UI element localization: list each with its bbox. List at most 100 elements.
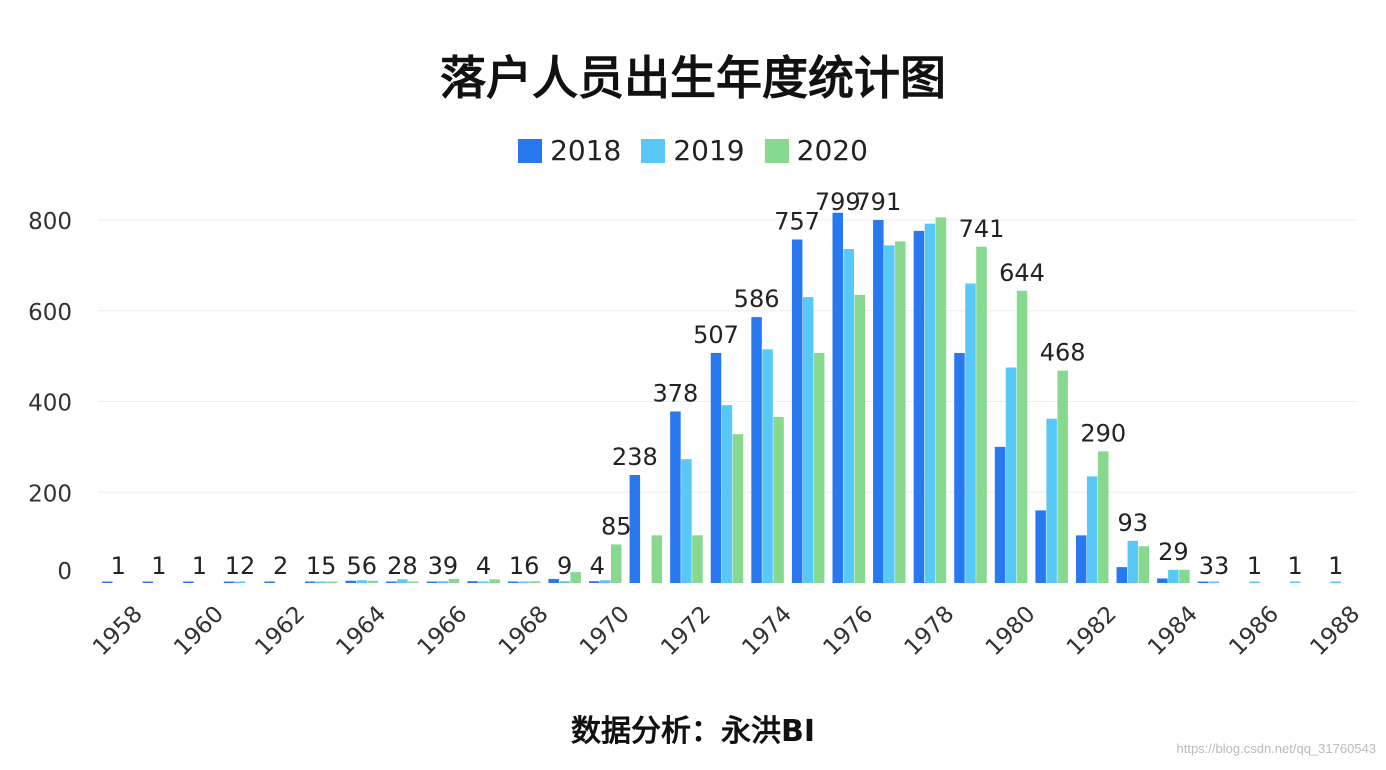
data-label: 757 (774, 208, 820, 236)
data-label: 468 (1040, 339, 1086, 367)
bar-2018-1982 (1075, 535, 1087, 583)
bars (102, 212, 1341, 584)
x-axis: 1958 1960 1962 1964 1966 1968 1970 1972 1974 1976… (88, 601, 1365, 661)
bar-2019-1963 (315, 581, 327, 583)
bar-2020-1983 (1138, 546, 1150, 583)
x-tick-label: 1968 (494, 601, 554, 661)
bar-2018-1984 (1157, 578, 1168, 583)
bar-2019-1969 (559, 581, 570, 583)
data-label: 33 (1199, 552, 1230, 580)
bar-2019-1974 (762, 349, 773, 583)
data-label: 1 (1247, 552, 1262, 580)
data-label: 1 (1328, 552, 1343, 580)
bar-2020-1967 (489, 579, 500, 583)
data-label: 12 (225, 552, 256, 580)
legend-item-2020[interactable]: 2020 (764, 134, 868, 167)
bar-2020-1973 (732, 434, 744, 583)
data-label: 39 (428, 552, 459, 580)
data-label: 56 (346, 552, 377, 580)
x-tick-label: 1984 (1143, 601, 1203, 661)
data-label: 586 (734, 285, 780, 313)
watermark: https://blog.csdn.net/qq_31760543 (1176, 741, 1377, 756)
bar-2018-1959 (142, 581, 154, 583)
data-label: 1 (1287, 552, 1302, 580)
data-label: 4 (590, 552, 605, 580)
legend-item-2018[interactable]: 2018 (518, 134, 621, 167)
x-tick-label: 1974 (737, 601, 797, 661)
data-label: 644 (999, 259, 1045, 287)
bar-2019-1986 (1249, 581, 1260, 583)
data-label: 1 (111, 552, 126, 580)
data-label: 1 (151, 552, 166, 580)
footer-caption: 数据分析：永洪BI (570, 714, 816, 749)
data-label: 2 (273, 552, 288, 580)
bar-2020-1969 (570, 572, 581, 583)
bar-2018-1965 (386, 581, 397, 583)
data-label: 799 (815, 188, 861, 216)
bar-2020-1984 (1179, 569, 1190, 583)
legend-label-2018: 2018 (550, 134, 622, 167)
data-label: 1 (192, 552, 207, 580)
data-label: 29 (1158, 538, 1189, 566)
bar-2020-1980 (1016, 290, 1028, 583)
y-tick-label: 600 (28, 300, 72, 326)
bar-2020-1974 (773, 416, 784, 583)
bar-2018-1958 (102, 581, 113, 583)
bar-2020-1977 (895, 241, 906, 583)
bar-2018-1972 (670, 411, 681, 583)
bar-2019-1977 (884, 245, 895, 583)
bar-2020-1982 (1097, 451, 1109, 583)
y-axis: 0 200 400 600 800 (28, 209, 72, 585)
x-tick-label: 1982 (1062, 601, 1122, 661)
data-label: 15 (306, 552, 337, 580)
bar-2019-1979 (965, 283, 976, 583)
bar-2018-1976 (832, 212, 843, 584)
x-tick-label: 1966 (413, 601, 473, 661)
bar-2019-1965 (397, 579, 408, 583)
bar-2018-1977 (873, 220, 884, 583)
x-tick-label: 1972 (656, 601, 716, 661)
y-tick-label: 0 (57, 559, 72, 585)
x-tick-label: 1970 (575, 601, 635, 661)
bar-2018-1962 (264, 581, 275, 583)
bar-2020-1970 (611, 544, 622, 583)
bar-2020-1966 (448, 578, 460, 583)
legend-label-2019: 2019 (673, 134, 745, 167)
bar-2019-1966 (437, 581, 449, 583)
data-label: 28 (387, 552, 418, 580)
data-label: 4 (476, 552, 491, 580)
bar-2020-1972 (692, 535, 703, 583)
bar-2020-1963 (326, 581, 338, 583)
bar-2018-1978 (913, 230, 925, 583)
bar-2018-1974 (751, 317, 762, 583)
bar-2018-1985 (1197, 581, 1209, 583)
data-label: 791 (855, 188, 901, 216)
bar-2019-1973 (721, 405, 733, 583)
x-tick-label: 1976 (819, 601, 879, 661)
bar-2018-1973 (710, 352, 722, 583)
data-label: 9 (557, 552, 572, 580)
bar-2018-1960 (183, 581, 194, 583)
bar-2018-1979 (954, 352, 965, 583)
bar-2019-1981 (1046, 418, 1057, 583)
bar-2019-1980 (1005, 367, 1017, 583)
data-label: 238 (612, 443, 658, 471)
x-tick-label: 1964 (332, 601, 392, 661)
data-label: 85 (601, 512, 632, 540)
y-tick-label: 400 (28, 391, 72, 417)
legend-item-2019[interactable]: 2019 (641, 134, 745, 167)
bar-2018-1961 (223, 581, 235, 583)
bar-2020-1978 (935, 217, 947, 583)
x-tick-label: 1986 (1224, 601, 1284, 661)
legend-swatch-2020 (764, 138, 789, 163)
bar-2018-1981 (1035, 510, 1046, 583)
bar-2018-1975 (791, 239, 803, 583)
bar-2018-1970 (589, 581, 600, 583)
x-tick-label: 1962 (250, 601, 310, 661)
legend-label-2020: 2020 (796, 134, 868, 167)
bar-2019-1970 (600, 580, 611, 583)
x-tick-label: 1988 (1305, 601, 1365, 661)
bar-2018-1966 (426, 581, 438, 583)
bar-2018-1967 (467, 581, 478, 583)
